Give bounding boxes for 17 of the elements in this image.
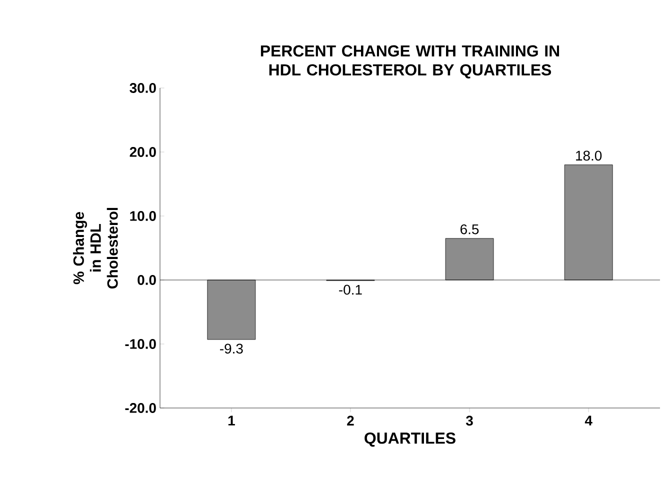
- y-tick-label: 20.0: [130, 147, 156, 157]
- y-tick-label: 10.0: [130, 211, 156, 221]
- y-tick-label: -10.0: [125, 339, 156, 349]
- y-tick-label: 0.0: [138, 275, 156, 285]
- x-axis-title: QUARTILES: [364, 432, 456, 447]
- y-tick-label: 30.0: [130, 83, 156, 93]
- y-tick-label: -20.0: [125, 403, 156, 413]
- data-label: -0.1: [339, 284, 362, 295]
- x-tick-label: 3: [466, 416, 473, 426]
- data-label: -9.3: [220, 344, 243, 354]
- x-tick-label: 4: [584, 416, 592, 426]
- x-tick-label: 2: [347, 416, 354, 426]
- x-tick-label: 1: [228, 416, 235, 426]
- data-label: 18.0: [576, 150, 602, 161]
- chart-title: PERCENT CHANGE WITH TRAINING IN HDL CHOLESTEROL BY QUARTILES: [260, 45, 560, 79]
- data-label: 6.5: [460, 224, 479, 234]
- y-axis-title: % Change in HDL Cholesterol: [73, 208, 118, 288]
